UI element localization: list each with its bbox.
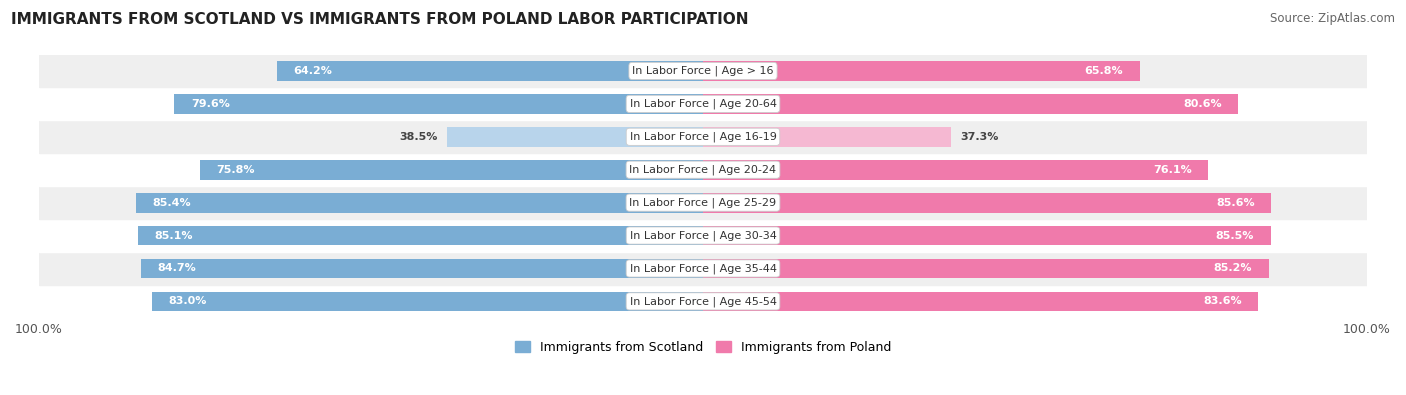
Bar bbox=[703, 61, 1140, 81]
Text: IMMIGRANTS FROM SCOTLAND VS IMMIGRANTS FROM POLAND LABOR PARTICIPATION: IMMIGRANTS FROM SCOTLAND VS IMMIGRANTS F… bbox=[11, 12, 749, 27]
Text: In Labor Force | Age 35-44: In Labor Force | Age 35-44 bbox=[630, 263, 776, 274]
Text: 85.1%: 85.1% bbox=[155, 231, 193, 241]
Bar bbox=[703, 160, 1208, 180]
Bar bbox=[447, 127, 703, 147]
Text: 85.5%: 85.5% bbox=[1216, 231, 1254, 241]
Text: In Labor Force | Age 45-54: In Labor Force | Age 45-54 bbox=[630, 296, 776, 307]
Text: 85.4%: 85.4% bbox=[152, 198, 191, 208]
Bar bbox=[277, 61, 703, 81]
Legend: Immigrants from Scotland, Immigrants from Poland: Immigrants from Scotland, Immigrants fro… bbox=[515, 341, 891, 354]
Bar bbox=[200, 160, 703, 180]
Bar bbox=[39, 219, 1367, 252]
Text: 84.7%: 84.7% bbox=[157, 263, 195, 273]
Text: 83.0%: 83.0% bbox=[169, 296, 207, 307]
Bar bbox=[703, 292, 1258, 311]
Text: In Labor Force | Age 25-29: In Labor Force | Age 25-29 bbox=[630, 198, 776, 208]
Text: 75.8%: 75.8% bbox=[217, 165, 254, 175]
Bar bbox=[703, 193, 1271, 213]
Text: 37.3%: 37.3% bbox=[960, 132, 1000, 142]
Bar bbox=[703, 94, 1239, 114]
Bar bbox=[39, 252, 1367, 285]
Text: In Labor Force | Age 20-64: In Labor Force | Age 20-64 bbox=[630, 99, 776, 109]
Bar bbox=[39, 87, 1367, 120]
Text: 38.5%: 38.5% bbox=[399, 132, 437, 142]
Bar bbox=[39, 186, 1367, 219]
Text: In Labor Force | Age > 16: In Labor Force | Age > 16 bbox=[633, 66, 773, 76]
Bar bbox=[703, 127, 950, 147]
Bar bbox=[39, 153, 1367, 186]
Text: 85.2%: 85.2% bbox=[1213, 263, 1253, 273]
Bar bbox=[39, 120, 1367, 153]
Text: 64.2%: 64.2% bbox=[294, 66, 332, 76]
Bar bbox=[39, 285, 1367, 318]
Bar bbox=[138, 226, 703, 245]
Text: In Labor Force | Age 16-19: In Labor Force | Age 16-19 bbox=[630, 132, 776, 142]
Bar bbox=[39, 55, 1367, 87]
Text: In Labor Force | Age 20-24: In Labor Force | Age 20-24 bbox=[630, 164, 776, 175]
Text: Source: ZipAtlas.com: Source: ZipAtlas.com bbox=[1270, 12, 1395, 25]
Bar bbox=[152, 292, 703, 311]
Text: 79.6%: 79.6% bbox=[191, 99, 231, 109]
Bar bbox=[703, 226, 1271, 245]
Text: In Labor Force | Age 30-34: In Labor Force | Age 30-34 bbox=[630, 230, 776, 241]
Bar bbox=[703, 259, 1268, 278]
Bar bbox=[141, 259, 703, 278]
Text: 65.8%: 65.8% bbox=[1084, 66, 1123, 76]
Text: 85.6%: 85.6% bbox=[1216, 198, 1254, 208]
Bar bbox=[174, 94, 703, 114]
Text: 76.1%: 76.1% bbox=[1153, 165, 1192, 175]
Bar bbox=[136, 193, 703, 213]
Text: 80.6%: 80.6% bbox=[1182, 99, 1222, 109]
Text: 83.6%: 83.6% bbox=[1204, 296, 1241, 307]
